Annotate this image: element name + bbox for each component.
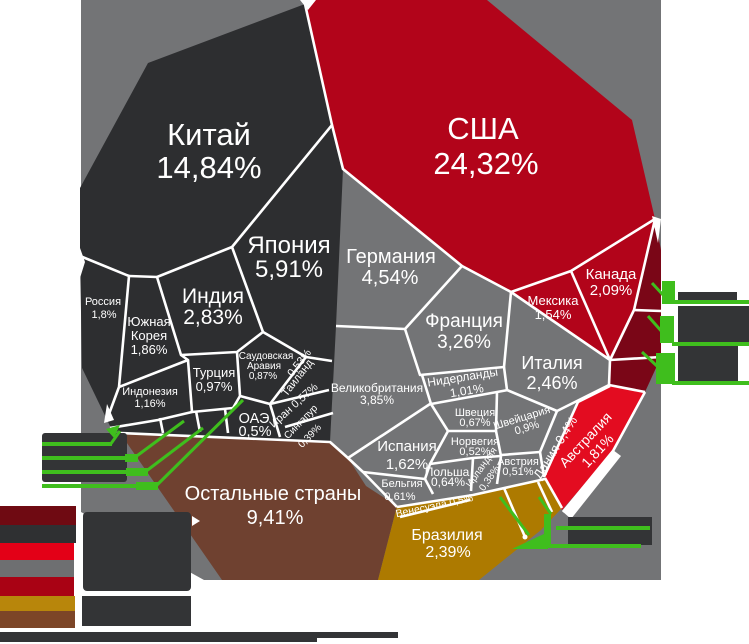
svg-text:Остальные страны: Остальные страны bbox=[185, 483, 362, 505]
svg-text:Турция: Турция bbox=[193, 365, 236, 380]
svg-text:Мексика: Мексика bbox=[527, 293, 579, 308]
svg-text:1,62%: 1,62% bbox=[386, 456, 429, 473]
svg-text:Саудовская: Саудовская bbox=[239, 351, 294, 362]
svg-text:1,86%: 1,86% bbox=[131, 342, 168, 357]
svg-text:Германия: Германия bbox=[346, 246, 436, 268]
svg-text:ОАЭ: ОАЭ bbox=[239, 411, 270, 427]
svg-text:24,32%: 24,32% bbox=[433, 146, 538, 181]
svg-text:0,51%: 0,51% bbox=[502, 466, 533, 478]
svg-text:Испания: Испания bbox=[377, 438, 437, 455]
svg-text:3,26%: 3,26% bbox=[437, 332, 491, 353]
svg-text:Италия: Италия bbox=[521, 353, 582, 373]
svg-text:1,16%: 1,16% bbox=[134, 398, 165, 410]
svg-text:0,61%: 0,61% bbox=[384, 491, 415, 503]
svg-text:Австрия: Австрия bbox=[497, 456, 539, 468]
svg-text:Франция: Франция bbox=[425, 311, 503, 332]
svg-text:Норвегия: Норвегия bbox=[451, 436, 499, 448]
svg-text:Бразилия: Бразилия bbox=[411, 527, 482, 544]
svg-text:Индия: Индия bbox=[182, 285, 244, 308]
svg-text:Корея: Корея bbox=[131, 328, 167, 343]
svg-text:Россия: Россия bbox=[85, 296, 121, 308]
svg-text:3,85%: 3,85% bbox=[360, 393, 394, 407]
svg-text:Индонезия: Индонезия bbox=[122, 386, 178, 398]
svg-text:0,67%: 0,67% bbox=[459, 417, 490, 429]
svg-text:0,87%: 0,87% bbox=[249, 371, 277, 382]
svg-text:Великобритания: Великобритания bbox=[331, 381, 423, 395]
svg-text:Канада: Канада bbox=[586, 266, 637, 283]
svg-text:2,83%: 2,83% bbox=[183, 306, 243, 329]
svg-text:0,52%: 0,52% bbox=[459, 446, 490, 458]
svg-text:Южная: Южная bbox=[127, 314, 170, 329]
svg-text:2,09%: 2,09% bbox=[590, 282, 633, 299]
svg-text:Польша: Польша bbox=[425, 465, 470, 479]
svg-text:2,39%: 2,39% bbox=[425, 544, 470, 561]
svg-text:Аравия: Аравия bbox=[247, 361, 281, 372]
svg-text:1,8%: 1,8% bbox=[91, 309, 116, 321]
svg-text:14,84%: 14,84% bbox=[156, 150, 261, 185]
svg-text:4,54%: 4,54% bbox=[362, 267, 419, 289]
svg-text:2,46%: 2,46% bbox=[526, 373, 577, 393]
svg-text:0,64%: 0,64% bbox=[431, 475, 465, 489]
svg-text:Китай: Китай bbox=[167, 117, 251, 152]
svg-text:5,91%: 5,91% bbox=[255, 256, 323, 283]
svg-text:0,97%: 0,97% bbox=[196, 379, 233, 394]
svg-text:США: США bbox=[447, 111, 519, 146]
svg-text:9,41%: 9,41% bbox=[247, 507, 304, 529]
svg-text:Япония: Япония bbox=[247, 232, 330, 259]
svg-text:0,5%: 0,5% bbox=[238, 424, 271, 440]
svg-text:1,54%: 1,54% bbox=[535, 307, 572, 322]
svg-text:1,01%: 1,01% bbox=[449, 381, 485, 400]
svg-text:Швеция: Швеция bbox=[455, 407, 495, 419]
svg-text:Бельгия: Бельгия bbox=[381, 478, 422, 490]
